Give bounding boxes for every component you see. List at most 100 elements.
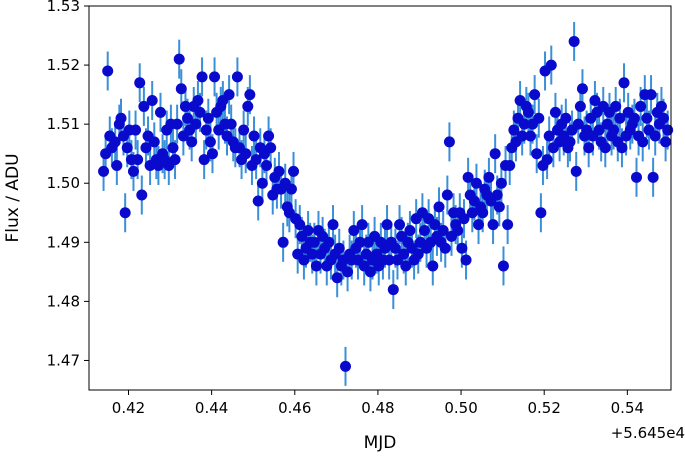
data-point <box>202 112 214 124</box>
data-point <box>560 112 572 124</box>
data-point <box>649 130 661 142</box>
data-point <box>487 219 499 231</box>
x-axis-label: MJD <box>364 433 397 453</box>
data-point <box>404 224 416 236</box>
data-point <box>545 59 557 71</box>
data-point <box>173 53 185 65</box>
x-offset-label: +5.645e4 <box>611 424 685 442</box>
data-point <box>589 95 601 107</box>
data-point <box>238 124 250 136</box>
data-point <box>265 142 277 154</box>
data-point <box>196 71 208 83</box>
data-point <box>568 35 580 47</box>
data-point <box>364 266 376 278</box>
data-point <box>109 136 121 148</box>
data-point <box>381 219 393 231</box>
y-axis-label: Flux / ADU <box>3 153 23 242</box>
data-point <box>190 118 202 130</box>
x-tick-label: 0.52 <box>528 399 561 417</box>
data-point <box>240 148 252 160</box>
x-tick-label: 0.44 <box>195 399 228 417</box>
data-point <box>331 272 343 284</box>
data-point <box>348 224 360 236</box>
data-point <box>641 112 653 124</box>
data-point <box>441 189 453 201</box>
x-tick-label: 0.50 <box>444 399 477 417</box>
data-point <box>354 236 366 248</box>
data-point <box>140 142 152 154</box>
data-point <box>333 242 345 254</box>
data-point <box>576 83 588 95</box>
x-tick-label: 0.46 <box>278 399 311 417</box>
data-point <box>647 171 659 183</box>
y-tick-label: 1.53 <box>47 0 80 15</box>
data-point <box>491 189 503 201</box>
data-point <box>298 254 310 266</box>
data-point <box>628 112 640 124</box>
data-point <box>524 130 536 142</box>
data-point <box>412 248 424 260</box>
data-point <box>473 219 485 231</box>
data-point <box>225 118 237 130</box>
data-point <box>155 106 167 118</box>
data-point <box>564 136 576 148</box>
data-point <box>204 136 216 148</box>
data-point <box>175 83 187 95</box>
data-point <box>111 160 123 172</box>
data-point <box>470 177 482 189</box>
data-point <box>462 171 474 183</box>
data-point <box>535 207 547 219</box>
data-point <box>302 224 314 236</box>
data-point <box>98 165 110 177</box>
data-point <box>418 224 430 236</box>
data-point <box>310 260 322 272</box>
data-point <box>610 100 622 112</box>
data-point <box>400 260 412 272</box>
data-point <box>288 165 300 177</box>
data-point <box>483 171 495 183</box>
data-point <box>115 112 127 124</box>
data-point <box>261 160 273 172</box>
error-bars <box>102 21 669 386</box>
data-point <box>263 130 275 142</box>
x-axis-ticks: 0.42 0.44 0.46 0.48 0.50 0.52 0.54 <box>112 390 644 417</box>
y-tick-label: 1.50 <box>47 174 80 192</box>
y-tick-label: 1.49 <box>47 233 80 251</box>
data-point <box>433 201 445 213</box>
data-point <box>495 177 507 189</box>
data-point <box>206 148 218 160</box>
data-point <box>200 124 212 136</box>
data-point <box>516 130 528 142</box>
data-point <box>427 260 439 272</box>
data-point <box>138 100 150 112</box>
data-point <box>549 106 561 118</box>
data-point <box>599 142 611 154</box>
data-point <box>356 219 368 231</box>
data-point <box>572 118 584 130</box>
data-point <box>171 118 183 130</box>
data-point <box>570 165 582 177</box>
data-point <box>323 236 335 248</box>
data-point <box>460 254 472 266</box>
data-point <box>389 242 401 254</box>
y-tick-label: 1.52 <box>47 56 80 74</box>
data-point <box>167 142 179 154</box>
data-point <box>437 224 449 236</box>
data-point <box>327 219 339 231</box>
data-point <box>387 284 399 296</box>
data-point <box>452 224 464 236</box>
data-point <box>134 77 146 89</box>
data-point <box>637 136 649 148</box>
data-point <box>466 207 478 219</box>
data-point <box>574 100 586 112</box>
y-tick-label: 1.47 <box>47 351 80 369</box>
data-point <box>339 360 351 372</box>
data-point <box>223 89 235 101</box>
data-point <box>273 165 285 177</box>
data-point <box>504 160 516 172</box>
data-point <box>252 195 264 207</box>
data-point <box>127 165 139 177</box>
data-point <box>119 207 131 219</box>
data-point <box>493 201 505 213</box>
data-point <box>635 100 647 112</box>
